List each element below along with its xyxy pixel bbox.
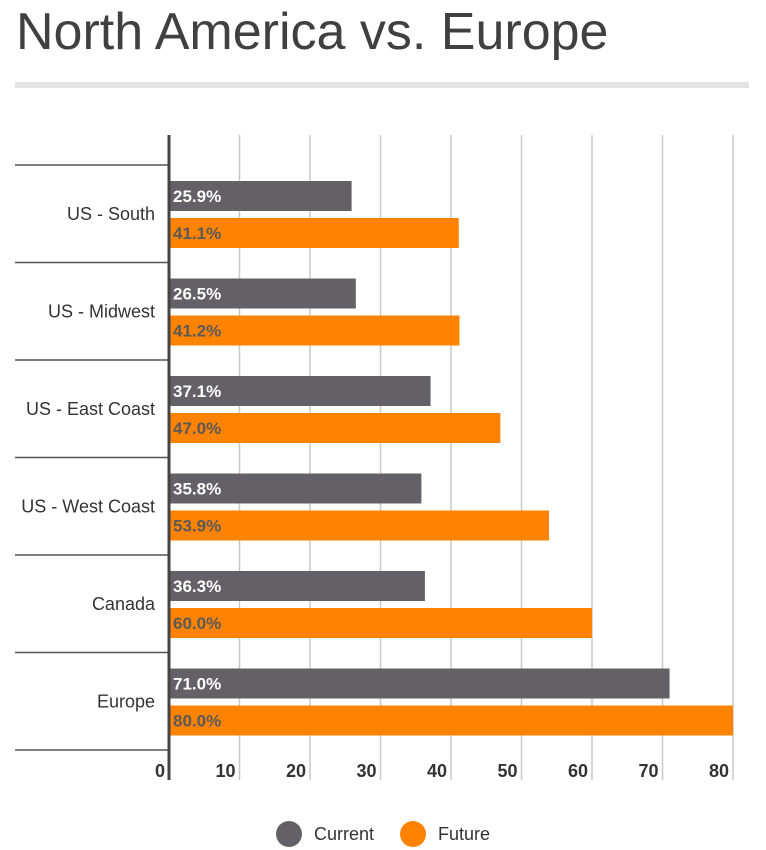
x-tick-label: 40 bbox=[427, 761, 447, 781]
legend-label-current: Current bbox=[313, 823, 374, 844]
legend-label-future: Future bbox=[438, 823, 491, 844]
x-tick-label: 20 bbox=[286, 761, 306, 781]
x-tick-label: 80 bbox=[709, 761, 729, 781]
x-tick-label: 60 bbox=[568, 761, 588, 781]
bar-current bbox=[169, 571, 425, 601]
data-label-current: 25.9% bbox=[173, 187, 221, 206]
data-label-future: 41.2% bbox=[173, 322, 221, 341]
x-tick-label: 30 bbox=[356, 761, 376, 781]
data-label-current: 35.8% bbox=[173, 480, 221, 499]
bar-future bbox=[169, 315, 460, 346]
category-label: US - Midwest bbox=[48, 301, 155, 321]
bar-future bbox=[169, 705, 733, 736]
category-label: Europe bbox=[97, 691, 155, 711]
bar-current bbox=[169, 668, 670, 699]
data-label-current: 71.0% bbox=[173, 675, 221, 694]
legend-item-current: Current bbox=[275, 821, 374, 847]
legend-swatch-current bbox=[275, 821, 302, 847]
legend: Current Future bbox=[0, 821, 766, 847]
bar-future bbox=[169, 218, 459, 248]
data-label-future: 80.0% bbox=[173, 712, 221, 731]
data-label-current: 26.5% bbox=[173, 285, 221, 304]
bar-current bbox=[169, 473, 422, 504]
x-tick-label: 10 bbox=[215, 761, 235, 781]
legend-swatch-future bbox=[400, 821, 426, 847]
data-label-future: 47.0% bbox=[173, 419, 221, 438]
data-label-future: 53.9% bbox=[173, 517, 221, 536]
bar-future bbox=[169, 413, 501, 443]
category-label: US - West Coast bbox=[21, 496, 155, 516]
bar-chart: 25.9% 41.1% US - South 26.5% 41.2% US - Midwe… bbox=[15, 135, 734, 781]
bar-future bbox=[169, 608, 592, 638]
data-label-current: 36.3% bbox=[173, 577, 221, 596]
category-label: US - East Coast bbox=[26, 399, 155, 419]
chart-title: North America vs. Europe bbox=[16, 3, 609, 61]
bar-future bbox=[169, 510, 549, 541]
legend-item-future: Future bbox=[400, 821, 490, 847]
data-label-future: 41.1% bbox=[173, 224, 221, 243]
data-label-current: 37.1% bbox=[173, 382, 221, 401]
title-divider bbox=[15, 82, 749, 88]
x-tick-label: 50 bbox=[497, 761, 517, 781]
data-label-future: 60.0% bbox=[173, 614, 221, 633]
category-label: US - South bbox=[67, 204, 155, 224]
category-label: Canada bbox=[92, 594, 156, 614]
bar-current bbox=[169, 376, 431, 406]
x-tick-label: 70 bbox=[638, 761, 658, 781]
bar-current bbox=[169, 181, 352, 211]
x-tick-label: 0 bbox=[155, 761, 165, 781]
bar-current bbox=[169, 278, 356, 309]
